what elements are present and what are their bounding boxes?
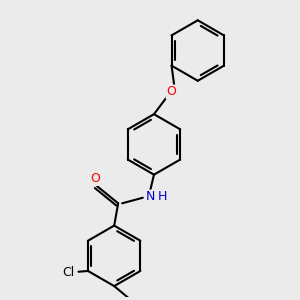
Text: Cl: Cl: [62, 266, 74, 279]
Text: H: H: [158, 190, 167, 203]
Text: N: N: [146, 190, 155, 203]
Text: O: O: [167, 85, 176, 98]
Text: O: O: [90, 172, 100, 185]
